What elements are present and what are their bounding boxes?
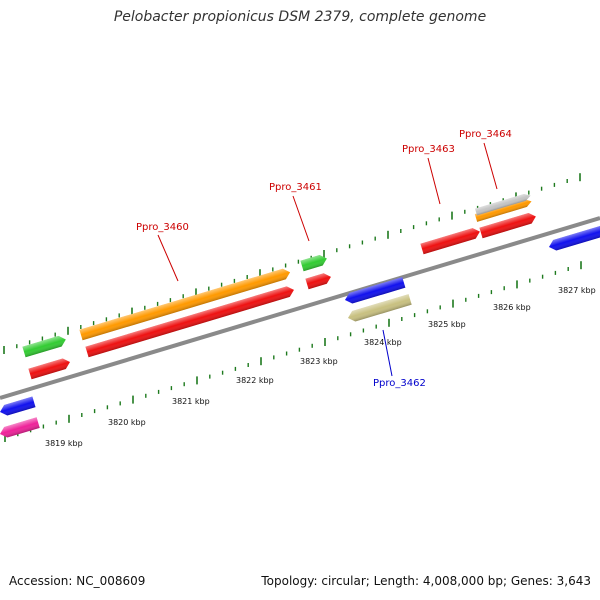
scale-label: 3825 kbp	[428, 320, 466, 329]
gene-label: Ppro_3463	[402, 144, 455, 155]
gene-arrow	[28, 358, 70, 380]
genome-stats-label: Topology: circular; Length: 4,008,000 bp…	[261, 574, 591, 588]
gene-arrow	[305, 273, 331, 290]
gene-arrow	[85, 286, 294, 358]
gene-arrow	[420, 228, 480, 255]
gene-layer	[0, 193, 600, 438]
gene-callout-line	[427, 157, 441, 205]
gene-arrow	[300, 254, 327, 272]
gene-arrow	[0, 417, 40, 438]
gene-label: Ppro_3462	[373, 378, 426, 389]
genome-backbone	[0, 216, 600, 400]
gene-arrow	[22, 335, 66, 358]
gene-callout-line	[292, 195, 310, 242]
gene-label: Ppro_3460	[136, 222, 189, 233]
gene-arrow	[79, 268, 291, 341]
scale-label: 3826 kbp	[493, 303, 531, 312]
gene-arrow	[549, 224, 600, 251]
gene-arrow	[479, 212, 536, 239]
backbone-layer	[0, 216, 600, 400]
scale-label: 3822 kbp	[236, 376, 274, 385]
gene-arrow	[474, 199, 532, 222]
gene-arrow	[348, 294, 412, 322]
scale-label: 3823 kbp	[300, 357, 338, 366]
scale-label: 3821 kbp	[172, 397, 210, 406]
gene-arrow	[0, 396, 36, 416]
gene-callout-line	[483, 142, 498, 190]
scale-label: 3820 kbp	[108, 418, 146, 427]
gene-arrow	[345, 277, 406, 304]
gene-arrow	[474, 193, 531, 216]
gene-label: Ppro_3461	[269, 182, 322, 193]
gene-callout-line	[157, 234, 179, 282]
scale-label: 3827 kbp	[558, 286, 596, 295]
map-title: Pelobacter propionicus DSM 2379, complet…	[113, 9, 487, 25]
gene-label: Ppro_3464	[459, 129, 512, 140]
label-layer: 3819 kbp 3820 kbp 3821 kbp 3822 kbp 3823 kbp…	[45, 129, 596, 448]
scale-label: 3824 kbp	[364, 338, 402, 347]
accession-label: Accession: NC_008609	[9, 574, 146, 588]
gene-callout-line	[382, 329, 393, 377]
scale-label: 3819 kbp	[45, 439, 83, 448]
